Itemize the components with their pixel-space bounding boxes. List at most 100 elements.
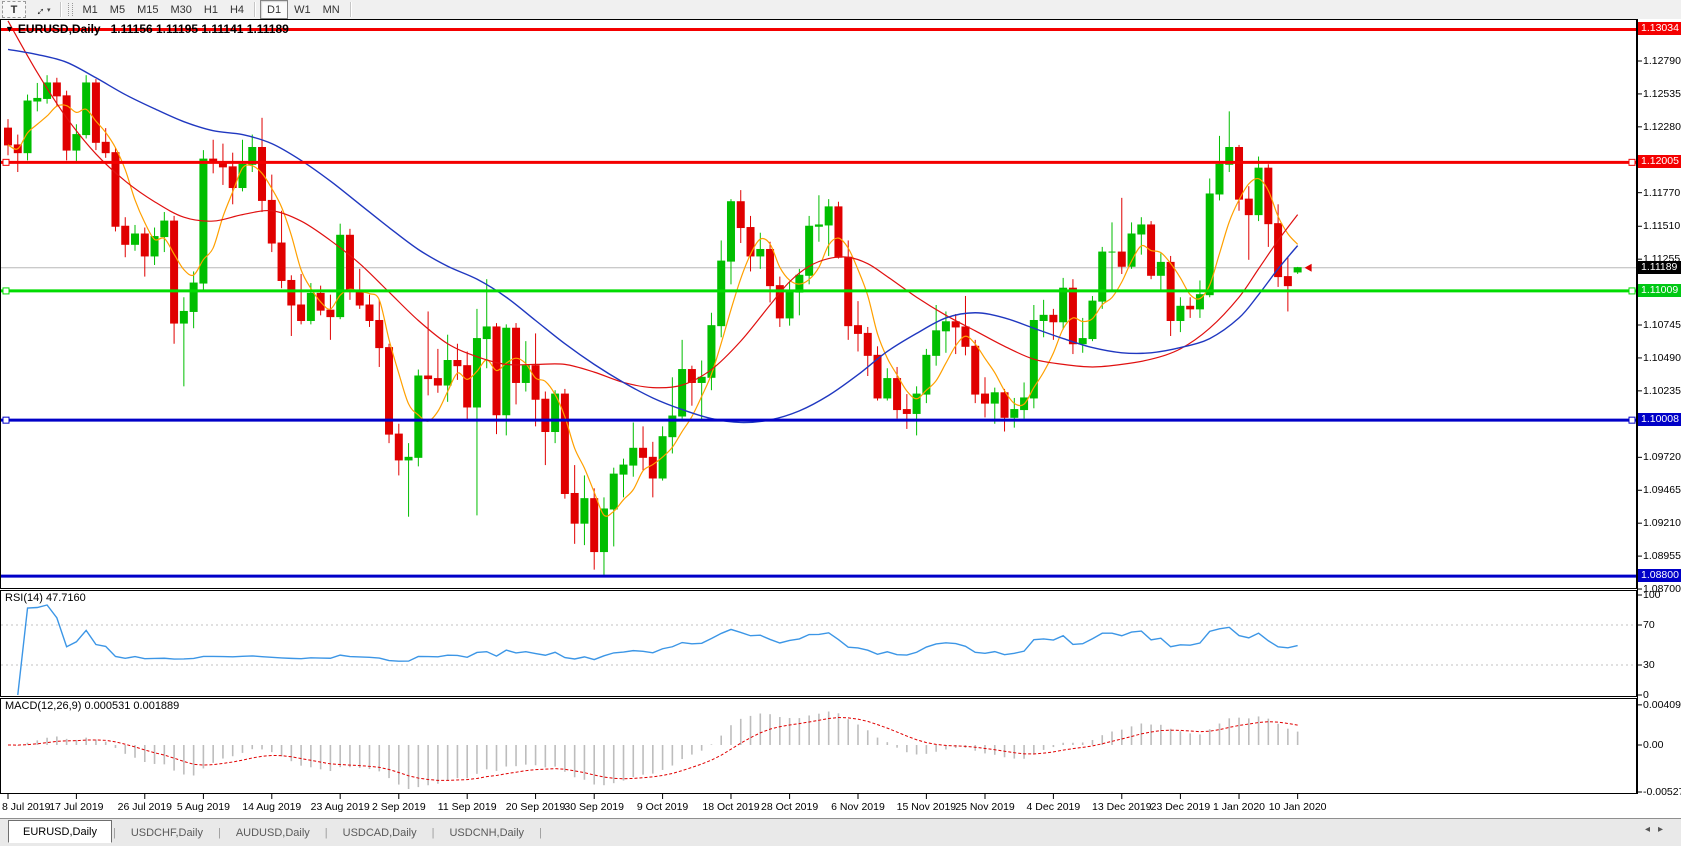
chart-tab-USDCNH[interactable]: USDCNH,Daily [449,826,525,839]
date-tick-label: 26 Jul 2019 [117,801,172,813]
candlestick-series [4,75,1302,578]
chart-tab-USDCAD[interactable]: USDCAD,Daily [342,826,417,839]
price-tick-label: 1.08955 [1643,550,1681,563]
timeframe-button-MN[interactable]: MN [322,3,340,16]
hline-handle[interactable] [1628,287,1636,295]
date-tick-label: 17 Jul 2019 [49,801,104,813]
price-tick-label: 1.09210 [1643,517,1681,530]
price-tick-label: 1.12280 [1643,120,1681,133]
date-tick-label: 20 Sep 2019 [505,801,566,813]
price-tick-label: 1.09465 [1643,484,1681,497]
symbol-period-label: EURUSD,Daily [17,22,101,36]
top-toolbar: T ↔ ▾ M1 M5 M15 M30 H1 H4 D1 W1 MN [0,0,1681,20]
horizontal-lines[interactable] [1,27,1636,578]
date-tick-label: 14 Aug 2019 [242,801,302,813]
last-price-arrow-icon [1304,263,1312,272]
chart-tab-AUDUSD[interactable]: AUDUSD,Daily [235,826,310,839]
symbol-dropdown-icon[interactable]: ▼ [5,23,14,34]
price-tick-label: 1.08700 [1643,583,1681,596]
date-tick-label: 15 Nov 2019 [896,801,957,813]
timeframe-button-H4[interactable]: H4 [229,3,245,16]
timeframe-button-M15[interactable]: M15 [137,3,159,16]
timeframe-button-M30[interactable]: M30 [170,3,192,16]
price-line-label: 1.11189 [1638,260,1681,274]
price-line-label: 1.10008 [1638,413,1681,427]
tab-divider: | [431,826,435,839]
macd-tick-label: -0.005273 [1643,786,1681,798]
price-line-label: 1.11009 [1638,283,1681,297]
tab-scroll-buttons: ◂▸ [1645,824,1671,835]
timeframe-button-W1[interactable]: W1 [294,3,311,16]
arrow-tool-button[interactable]: ↔ ▾ [30,0,54,18]
ma-slow-line [7,48,1299,424]
timeframe-button-D1[interactable]: D1 [260,0,289,19]
rsi-tick-label: 0 [1643,689,1649,701]
text-tool-button[interactable]: T [2,1,26,18]
date-tick-label: 11 Sep 2019 [437,801,497,813]
price-tick-label: 1.09720 [1643,451,1681,464]
macd-histogram [16,711,1299,790]
macd-indicator-label: MACD(12,26,9) 0.000531 0.001889 [5,700,180,712]
price-line-label: 1.12005 [1638,155,1681,169]
rsi-pane[interactable] [0,590,1637,697]
date-tick-label: 6 Nov 2019 [831,801,885,813]
price-tick-label: 1.12535 [1643,87,1681,100]
tab-divider: | [539,826,542,839]
chevron-down-icon: ▾ [47,6,51,14]
price-tick-label: 1.10745 [1643,319,1681,331]
macd-tick-label: 0.00 [1643,739,1664,751]
hline-handle[interactable] [2,416,10,424]
toolbar-grip[interactable] [67,3,73,16]
rsi-tick-label: 70 [1643,619,1655,631]
macd-tick-label: 0.004095 [1643,698,1681,711]
tab-scroll-left-icon[interactable]: ◂ [1644,824,1658,835]
date-tick-label: 25 Nov 2019 [955,801,1015,813]
main-pane[interactable] [0,19,1637,589]
ma-fast-line [7,104,1299,517]
rsi-indicator-label: RSI(14) 47.7160 [5,592,86,604]
price-tick-label: 1.11510 [1643,220,1681,233]
date-tick-label: 5 Aug 2019 [176,801,230,813]
chart-tab-bar: EURUSD,Daily | USDCHF,Daily | AUDUSD,Daily | U… [0,818,1681,846]
toolbar-separator [59,2,62,17]
date-tick-label: 2 Sep 2019 [371,801,426,813]
date-tick-label: 28 Oct 2019 [760,801,819,813]
hline-handle[interactable] [2,287,10,295]
timeframe-button-M5[interactable]: M5 [109,3,126,16]
date-tick-label: 23 Aug 2019 [310,801,370,813]
hline-handle[interactable] [1628,416,1636,424]
date-tick-label: 10 Jan 2020 [1268,801,1327,813]
date-tick-label: 30 Sep 2019 [564,801,624,813]
date-tick-label: 18 Oct 2019 [702,801,760,813]
date-tick-label: 23 Dec 2019 [1150,801,1211,813]
ma-mid-line [7,20,1299,389]
hline-handle[interactable] [2,158,10,166]
tab-divider: | [112,826,116,839]
tab-scroll-right-icon[interactable]: ▸ [1657,824,1671,835]
rsi-line [17,604,1298,696]
price-tick-label: 1.10490 [1643,351,1681,364]
price-line-label: 1.08800 [1638,569,1681,583]
macd-pane[interactable] [0,698,1637,794]
date-tick-label: 9 Oct 2019 [636,801,689,813]
rsi-tick-label: 100 [1643,589,1661,601]
timeframe-button-H1[interactable]: H1 [203,3,218,16]
price-line-label: 1.13034 [1638,22,1681,36]
chart-tab-USDCHF[interactable]: USDCHF,Daily [130,826,203,839]
ohlc-values: 1.11156 1.11195 1.11141 1.11189 [110,22,289,36]
macd-signal-line [7,716,1298,781]
toolbar-separator [254,2,257,17]
timeframe-button-M1[interactable]: M1 [82,3,98,16]
chart-title: ▼ EURUSD,Daily 1.11156 1.11195 1.11141 1… [5,22,289,36]
timeframe-button-group: M1 M5 M15 M30 H1 H4 D1 W1 MN [77,0,346,19]
price-tick-label: 1.12790 [1643,55,1681,67]
chart-tab-EURUSD[interactable]: EURUSD,Daily [8,820,112,843]
hline-handle[interactable] [1628,158,1636,166]
moving-averages [7,20,1299,517]
date-tick-label: 1 Jan 2020 [1213,801,1265,813]
tab-divider: | [217,826,221,839]
date-tick-label: 13 Dec 2019 [1091,801,1152,813]
date-tick-label: 4 Dec 2019 [1026,801,1081,813]
price-tick-label: 1.11770 [1643,186,1681,199]
